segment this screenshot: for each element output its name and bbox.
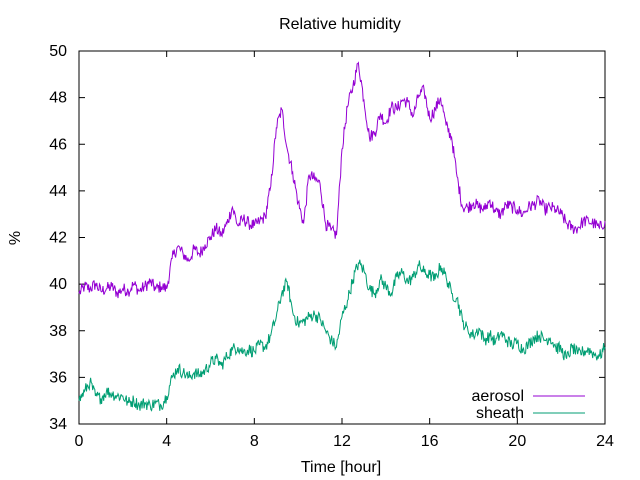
x-tick-label: 4 <box>162 433 171 450</box>
y-tick-label: 46 <box>49 136 67 153</box>
y-axis-label: % <box>7 231 24 245</box>
y-tick-label: 50 <box>49 43 67 60</box>
x-tick-label: 0 <box>75 433 84 450</box>
series-line-sheath <box>78 259 606 412</box>
chart-title: Relative humidity <box>279 16 401 33</box>
plot-frame <box>78 50 606 425</box>
x-axis-label: Time [hour] <box>301 459 381 476</box>
series-lines <box>78 61 606 412</box>
x-tick-label: 20 <box>508 433 526 450</box>
legend-label-sheath: sheath <box>476 405 524 422</box>
y-tick-label: 42 <box>49 230 67 247</box>
x-tick-label: 16 <box>421 433 439 450</box>
y-tick-label: 36 <box>49 369 67 386</box>
y-tick-label: 40 <box>49 276 67 293</box>
y-tick-label: 38 <box>49 323 67 340</box>
y-tick-label: 34 <box>49 416 67 433</box>
y-tick-label: 44 <box>49 183 67 200</box>
x-tick-label: 24 <box>596 433 614 450</box>
series-line-aerosol <box>78 61 606 299</box>
legend-label-aerosol: aerosol <box>472 388 524 405</box>
x-tick-label: 12 <box>333 433 351 450</box>
y-tick-label: 48 <box>49 90 67 107</box>
x-tick-label: 8 <box>250 433 259 450</box>
